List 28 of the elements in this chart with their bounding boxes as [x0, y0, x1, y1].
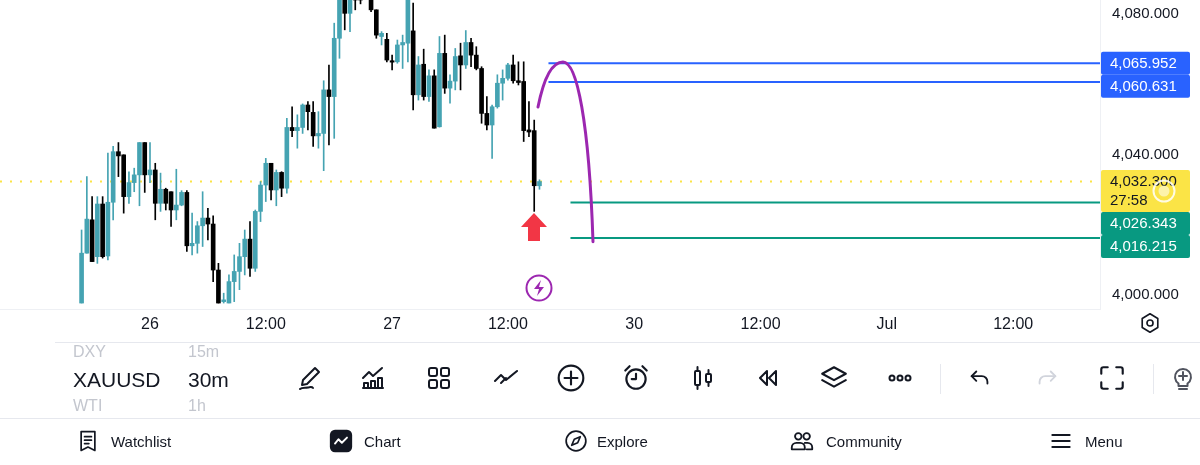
x-tick-label: Jul — [876, 315, 898, 333]
candlestick — [173, 168, 179, 221]
text: Chart — [364, 432, 401, 450]
x-tick-label: 12:00 — [993, 315, 1034, 333]
text: WTI — [73, 397, 103, 414]
text: 15m — [188, 343, 220, 360]
text: 1h — [188, 397, 206, 414]
text: Menu — [1085, 432, 1123, 450]
ref-line-label: 4,065.952 — [1110, 53, 1177, 71]
x-tick-label: 26 — [141, 315, 159, 333]
text: Explore — [597, 432, 648, 450]
text: DXY — [73, 343, 106, 360]
text: Watchlist — [111, 432, 172, 450]
x-tick-label: 12:00 — [740, 315, 781, 333]
x-tick-label: 27 — [383, 315, 402, 333]
y-tick-label: 4,000.000 — [1112, 285, 1179, 303]
x-tick-label: 12:00 — [487, 315, 529, 333]
x-tick-label: 12:00 — [245, 315, 286, 333]
ref-line-label: 4,060.631 — [1110, 76, 1177, 94]
text: XAUUSD — [73, 367, 161, 391]
y-tick-label: 4,040.000 — [1112, 144, 1179, 162]
y-tick-label: 4,080.000 — [1112, 4, 1179, 22]
text: Community — [826, 432, 902, 450]
ref-line-label: 4,016.215 — [1110, 236, 1177, 254]
ref-line-label: 4,026.343 — [1110, 213, 1177, 231]
text: 30m — [188, 367, 229, 391]
x-tick-label: 30 — [625, 315, 644, 333]
ref-line-label: 4,032.300 27:58 — [1110, 171, 1177, 208]
